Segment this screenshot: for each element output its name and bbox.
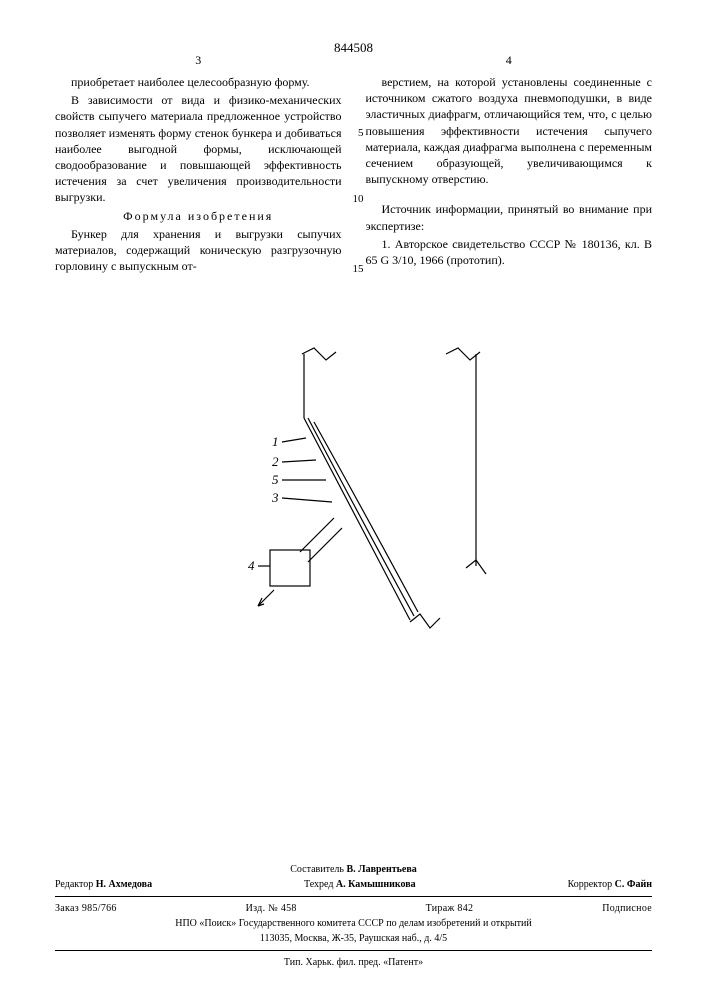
editor-name: Н. Ахмедова: [96, 879, 152, 890]
paragraph: Бункер для хранения и выгрузки сыпучих м…: [55, 226, 342, 275]
imprint-footer: Составитель В. Лаврентьева Редактор Н. А…: [55, 862, 652, 970]
org-address: 113035, Москва, Ж-35, Раушская наб., д. …: [55, 931, 652, 946]
document-number: 844508: [55, 40, 652, 56]
figure-label-2: 2: [272, 454, 279, 469]
corrector-name: С. Файн: [615, 879, 652, 890]
editor-label: Редактор: [55, 879, 93, 890]
edition-number: Изд. № 458: [246, 903, 297, 914]
paragraph: Источник информации, принятый во внимани…: [366, 201, 653, 233]
techred-label: Техред: [304, 879, 333, 890]
compiler-name: В. Лаврентьева: [346, 864, 416, 875]
paragraph: В зависимости от вида и физико-механичес…: [55, 92, 342, 205]
print-run: Тираж 842: [426, 903, 474, 914]
formula-title: Формула изобретения: [55, 208, 342, 224]
techred-name: А. Камышникова: [336, 879, 416, 890]
order-number: Заказ 985/766: [55, 903, 117, 914]
figure-label-3: 3: [271, 490, 279, 505]
column-number-right: 4: [506, 52, 512, 68]
line-number: 10: [352, 192, 364, 207]
figure-label-1: 1: [272, 434, 279, 449]
organization: НПО «Поиск» Государственного комитета СС…: [55, 916, 652, 931]
paragraph: приобретает наиболее целесообразную форм…: [55, 74, 342, 90]
paragraph: верстием, на которой установлены соедине…: [366, 74, 653, 187]
subscription: Подписное: [602, 903, 652, 914]
compiler-label: Составитель: [290, 864, 344, 875]
figure-label-4: 4: [248, 558, 255, 573]
left-column: 3 приобретает наиболее целесообразную фо…: [55, 74, 342, 276]
figure-svg: 1 2 5 3 4: [214, 346, 494, 656]
line-number: 5: [352, 126, 364, 141]
printer-info: Тип. Харьк. фил. пред. «Патент»: [55, 955, 652, 970]
right-column: 4 5 10 15 верстием, на которой установле…: [366, 74, 653, 276]
paragraph: 1. Авторское свидетельство СССР № 180136…: [366, 236, 653, 268]
text-columns: 3 приобретает наиболее целесообразную фо…: [55, 74, 652, 276]
corrector-label: Корректор: [568, 879, 613, 890]
patent-page: 844508 3 приобретает наиболее целесообра…: [0, 0, 707, 1000]
patent-figure: 1 2 5 3 4: [214, 346, 494, 656]
column-number-left: 3: [195, 52, 201, 68]
line-number: 15: [352, 262, 364, 277]
figure-label-5: 5: [272, 472, 279, 487]
